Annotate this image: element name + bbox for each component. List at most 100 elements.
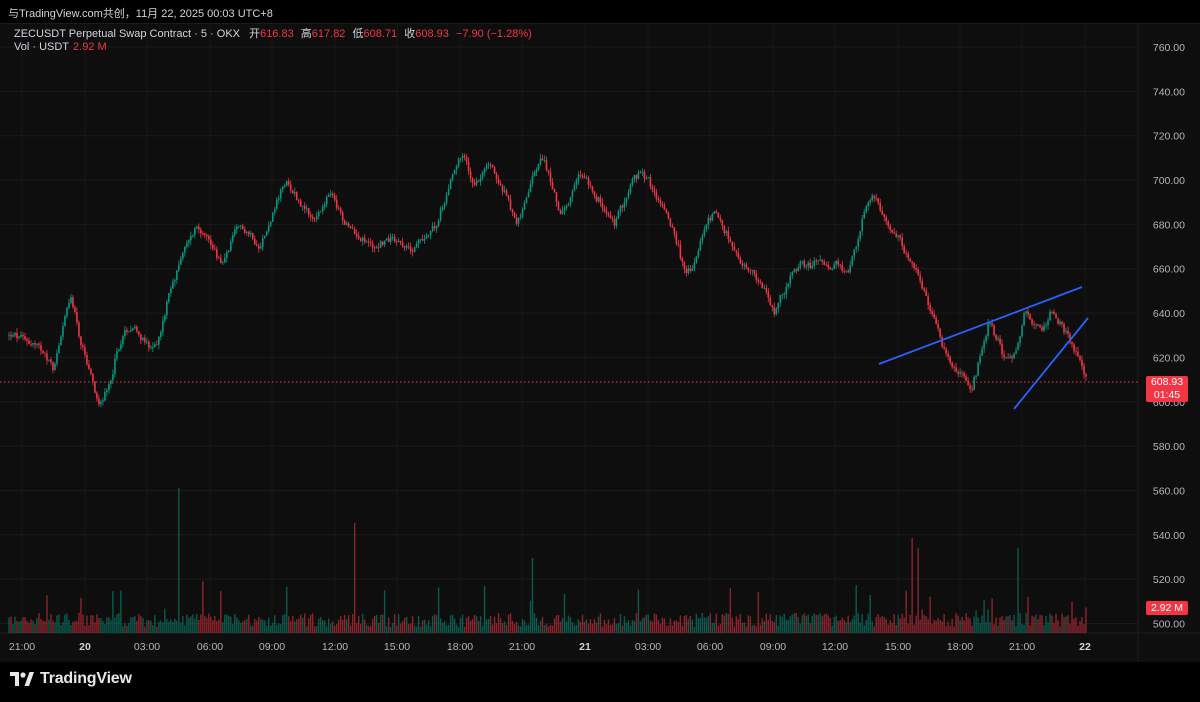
time-tick-label: 12:00: [822, 641, 848, 653]
candle-body: [591, 186, 594, 192]
volume-bar: [248, 614, 250, 633]
candle-body: [415, 244, 418, 248]
candle-body: [823, 261, 826, 265]
candle-body: [703, 229, 706, 236]
volume-bar: [337, 619, 340, 633]
candle-body: [124, 330, 126, 337]
candle-body: [251, 233, 254, 239]
candle-body: [443, 203, 446, 208]
candle-body: [1017, 343, 1019, 351]
candle-body: [543, 160, 546, 161]
candle-body: [627, 192, 630, 198]
candle-body: [222, 262, 224, 264]
volume-bar: [919, 619, 921, 633]
candle-body: [389, 236, 392, 242]
candle-body: [249, 233, 252, 235]
volume-bar: [1083, 624, 1085, 633]
candle-body: [1045, 325, 1047, 326]
volume-bar: [747, 615, 750, 633]
volume-bar: [238, 620, 240, 633]
volume-bar: [587, 623, 590, 633]
volume-bar: [881, 616, 883, 633]
candle-body: [349, 226, 352, 229]
candle-body: [421, 239, 424, 241]
volume-bar: [717, 626, 720, 633]
trendline-lower[interactable]: [1013, 317, 1089, 410]
volume-bar: [425, 624, 428, 633]
volume-bar: [907, 623, 909, 633]
volume-bar: [70, 625, 72, 633]
candle-body: [913, 263, 915, 269]
tradingview-brand[interactable]: TradingView: [10, 670, 132, 688]
volume-bar: [663, 618, 666, 633]
candle-body: [126, 330, 128, 332]
volume-bar: [851, 619, 853, 633]
candle-body: [144, 337, 146, 343]
candle-body: [869, 199, 872, 203]
volume-bar: [781, 617, 783, 633]
volume-bar: [727, 613, 730, 633]
volume-bar: [561, 617, 564, 633]
candle-body: [1019, 336, 1021, 344]
volume-bar: [304, 613, 306, 633]
candle-body: [317, 212, 320, 217]
candle-body: [437, 220, 440, 227]
bar-countdown: 01:45: [1153, 388, 1181, 401]
candle-body: [335, 199, 338, 208]
volume-bar: [150, 620, 152, 633]
volume-bar: [1041, 615, 1043, 633]
candle-body: [413, 247, 416, 252]
volume-bar: [16, 621, 18, 633]
candle-body: [489, 164, 492, 166]
price-tick-label: 640.00: [1153, 308, 1185, 320]
candle-body: [599, 197, 602, 203]
time-tick-label: 03:00: [635, 641, 661, 653]
candle-body: [501, 185, 504, 192]
candle-body: [957, 371, 959, 374]
time-tick-label: 15:00: [384, 641, 410, 653]
candle-body: [807, 262, 810, 267]
trendline-upper[interactable]: [878, 286, 1083, 365]
legend-symbol[interactable]: ZECUSDT Perpetual Swap Contract · 5 · OK…: [14, 28, 240, 40]
candle-body: [531, 176, 534, 184]
candle-body: [943, 346, 945, 349]
price-tick-label: 760.00: [1153, 42, 1185, 54]
volume-bar: [905, 590, 907, 633]
candle-body: [615, 218, 618, 226]
candle-body: [675, 233, 678, 244]
volume-bar: [929, 596, 931, 633]
candle-body: [547, 170, 550, 173]
candle-body: [857, 239, 860, 247]
candle-body: [553, 188, 556, 193]
volume-bar: [909, 614, 911, 633]
candle-body: [893, 232, 895, 234]
volume-bar: [491, 624, 494, 633]
candle-body: [341, 212, 344, 221]
candle-body: [60, 336, 62, 346]
candle-body: [889, 226, 891, 230]
candle-body: [963, 373, 965, 377]
volume-bar: [375, 614, 378, 633]
volume-bar: [567, 615, 570, 633]
candle-body: [949, 356, 951, 363]
volume-bar: [837, 620, 839, 633]
volume-bar: [893, 614, 895, 633]
volume-bar: [328, 618, 330, 633]
volume-bar: [333, 625, 336, 633]
candle-body: [427, 235, 430, 236]
volume-bar: [349, 625, 352, 633]
volume-legend-label[interactable]: Vol · USDT: [14, 41, 70, 53]
volume-bar: [759, 624, 762, 633]
price-tick-label: 740.00: [1153, 86, 1185, 98]
volume-bar: [767, 619, 769, 633]
volume-bar: [415, 626, 418, 633]
candle-body: [269, 221, 272, 226]
volume-bar: [373, 615, 376, 633]
volume-bar: [36, 617, 38, 633]
volume-bar: [745, 626, 748, 633]
volume-bar: [453, 618, 456, 633]
volume-bar: [883, 616, 885, 633]
volume-bar: [967, 617, 969, 633]
volume-bar: [383, 590, 386, 633]
